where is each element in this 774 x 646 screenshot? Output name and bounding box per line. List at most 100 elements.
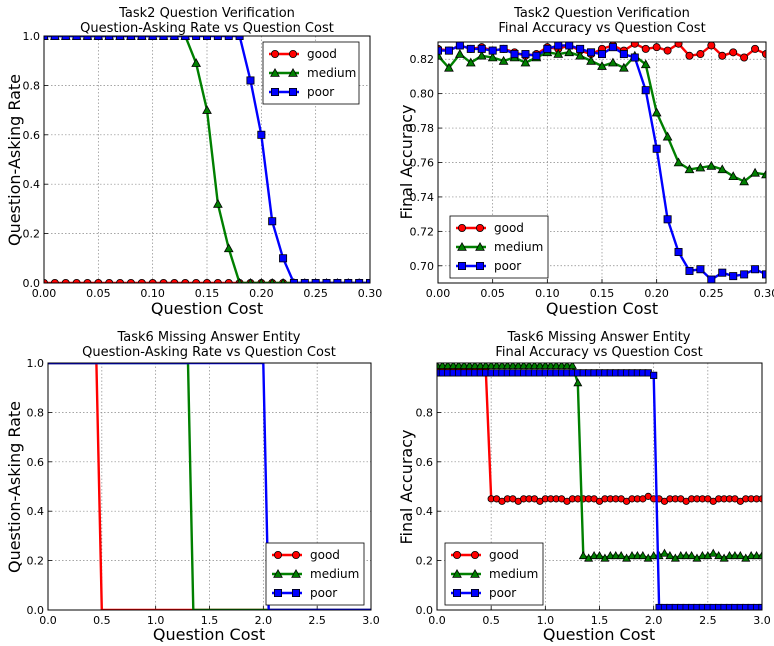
x-tick-label: 1.0 — [537, 614, 555, 627]
chart-subtitle: Final Accuracy vs Question Cost — [498, 21, 705, 36]
data-point-poor — [729, 272, 738, 281]
legend-label-medium: medium — [310, 567, 359, 581]
data-point-medium — [735, 551, 745, 560]
x-tick-label: 0.05 — [480, 287, 505, 300]
data-point-medium — [535, 363, 545, 369]
data-point-medium — [492, 363, 502, 369]
data-point-medium — [662, 131, 673, 141]
data-point-medium — [524, 363, 534, 369]
data-point-poor — [587, 48, 596, 57]
plot-area — [438, 42, 766, 283]
chart-subtitle: Final Accuracy vs Question Cost — [495, 345, 702, 360]
x-tick-label: 0.25 — [303, 287, 328, 300]
data-point-poor — [718, 268, 727, 277]
data-point-poor — [455, 42, 464, 50]
legend-marker-good — [452, 551, 461, 560]
y-axis-label: Final Accuracy — [397, 429, 416, 544]
y-tick-label: 0.78 — [410, 122, 435, 135]
x-tick-label: 0.20 — [249, 287, 274, 300]
data-point-medium — [562, 363, 572, 369]
data-point-good — [641, 44, 650, 53]
data-point-poor — [663, 215, 672, 224]
y-tick-label: 0.80 — [410, 88, 435, 101]
data-point-medium — [750, 167, 760, 177]
legend-marker-medium — [273, 568, 283, 578]
legend-marker-good — [273, 551, 282, 560]
data-point-medium — [567, 363, 577, 369]
x-tick-label: 0.30 — [754, 287, 774, 300]
data-point-medium — [660, 548, 669, 557]
x-tick-label: 0.15 — [590, 287, 615, 300]
data-point-medium — [564, 47, 575, 57]
data-point-poor — [751, 265, 760, 274]
data-point-medium — [553, 49, 564, 58]
data-point-poor — [619, 50, 628, 59]
data-point-poor — [499, 44, 508, 53]
x-tick-label: 2.0 — [645, 614, 663, 627]
plot-frame — [437, 41, 767, 284]
legend-marker-poor — [470, 589, 479, 598]
x-tick-label: 0.15 — [195, 287, 220, 300]
data-point-medium — [448, 363, 458, 369]
data-point-medium — [502, 363, 512, 369]
chart-panel-task2-accuracy: Task2 Question Verification Final Accura… — [397, 6, 774, 318]
y-tick-label: 0.8 — [416, 406, 434, 419]
chart-subtitle: Question-Asking Rate vs Question Cost — [80, 21, 334, 36]
data-point-medium — [475, 363, 485, 369]
y-tick-label: 0.76 — [410, 157, 435, 170]
x-tick-label: 0.00 — [426, 287, 451, 300]
x-axis-label: Question Cost — [153, 625, 265, 644]
legend-marker-medium — [291, 568, 301, 578]
legend-label-good: good — [307, 47, 337, 61]
legend-label-poor: poor — [494, 259, 521, 273]
y-axis-label: Question-Asking Rate — [5, 401, 24, 573]
data-point-medium — [649, 551, 659, 560]
data-point-poor — [598, 50, 607, 59]
data-point-poor — [630, 53, 639, 62]
data-point-medium — [697, 551, 707, 560]
legend-marker-good — [270, 50, 279, 59]
data-point-medium — [673, 157, 684, 167]
y-tick-label: 1.0 — [27, 357, 45, 370]
data-point-poor — [543, 44, 552, 53]
data-point-medium — [437, 363, 447, 369]
plot-frame — [436, 362, 763, 611]
chart-title: Task2 Question Verification — [118, 6, 295, 21]
legend: good medium poor — [265, 542, 365, 606]
data-point-medium — [497, 363, 507, 369]
data-point-poor — [279, 254, 288, 263]
data-point-poor — [740, 270, 749, 279]
chart-title: Task2 Question Verification — [513, 6, 690, 21]
x-axis-label: Question Cost — [151, 299, 263, 318]
data-point-medium — [687, 551, 697, 560]
x-tick-label: 0.10 — [535, 287, 560, 300]
y-tick-label: 0.0 — [416, 604, 434, 617]
x-tick-label: 0.10 — [140, 287, 165, 300]
data-point-medium — [728, 171, 739, 181]
data-point-medium — [608, 57, 618, 67]
legend-label-good: good — [494, 221, 524, 235]
data-point-medium — [557, 363, 567, 369]
legend-label-good: good — [310, 548, 340, 562]
data-point-medium — [476, 50, 487, 60]
legend: good medium poor — [449, 215, 549, 279]
x-tick-label: 0.20 — [644, 287, 669, 300]
data-point-medium — [605, 551, 615, 560]
y-tick-label: 0.0 — [27, 604, 45, 617]
data-point-poor — [246, 76, 255, 85]
legend-label-poor: poor — [310, 586, 337, 600]
y-tick-label: 0.8 — [23, 79, 41, 92]
x-tick-label: 0.30 — [358, 287, 383, 300]
y-tick-label: 0.4 — [23, 178, 41, 191]
data-point-good — [740, 53, 749, 62]
data-point-medium — [638, 551, 648, 560]
data-point-poor — [438, 46, 442, 55]
data-point-medium — [632, 551, 642, 560]
data-point-medium — [540, 363, 550, 369]
legend-marker-medium — [452, 568, 462, 578]
data-point-medium — [520, 57, 531, 67]
chart-panel-task6-asking-rate: Task6 Missing Answer Entity Question-Ask… — [5, 330, 380, 644]
y-tick-label: 0.2 — [23, 228, 41, 241]
data-point-medium — [627, 551, 637, 560]
data-point-medium — [498, 55, 509, 65]
